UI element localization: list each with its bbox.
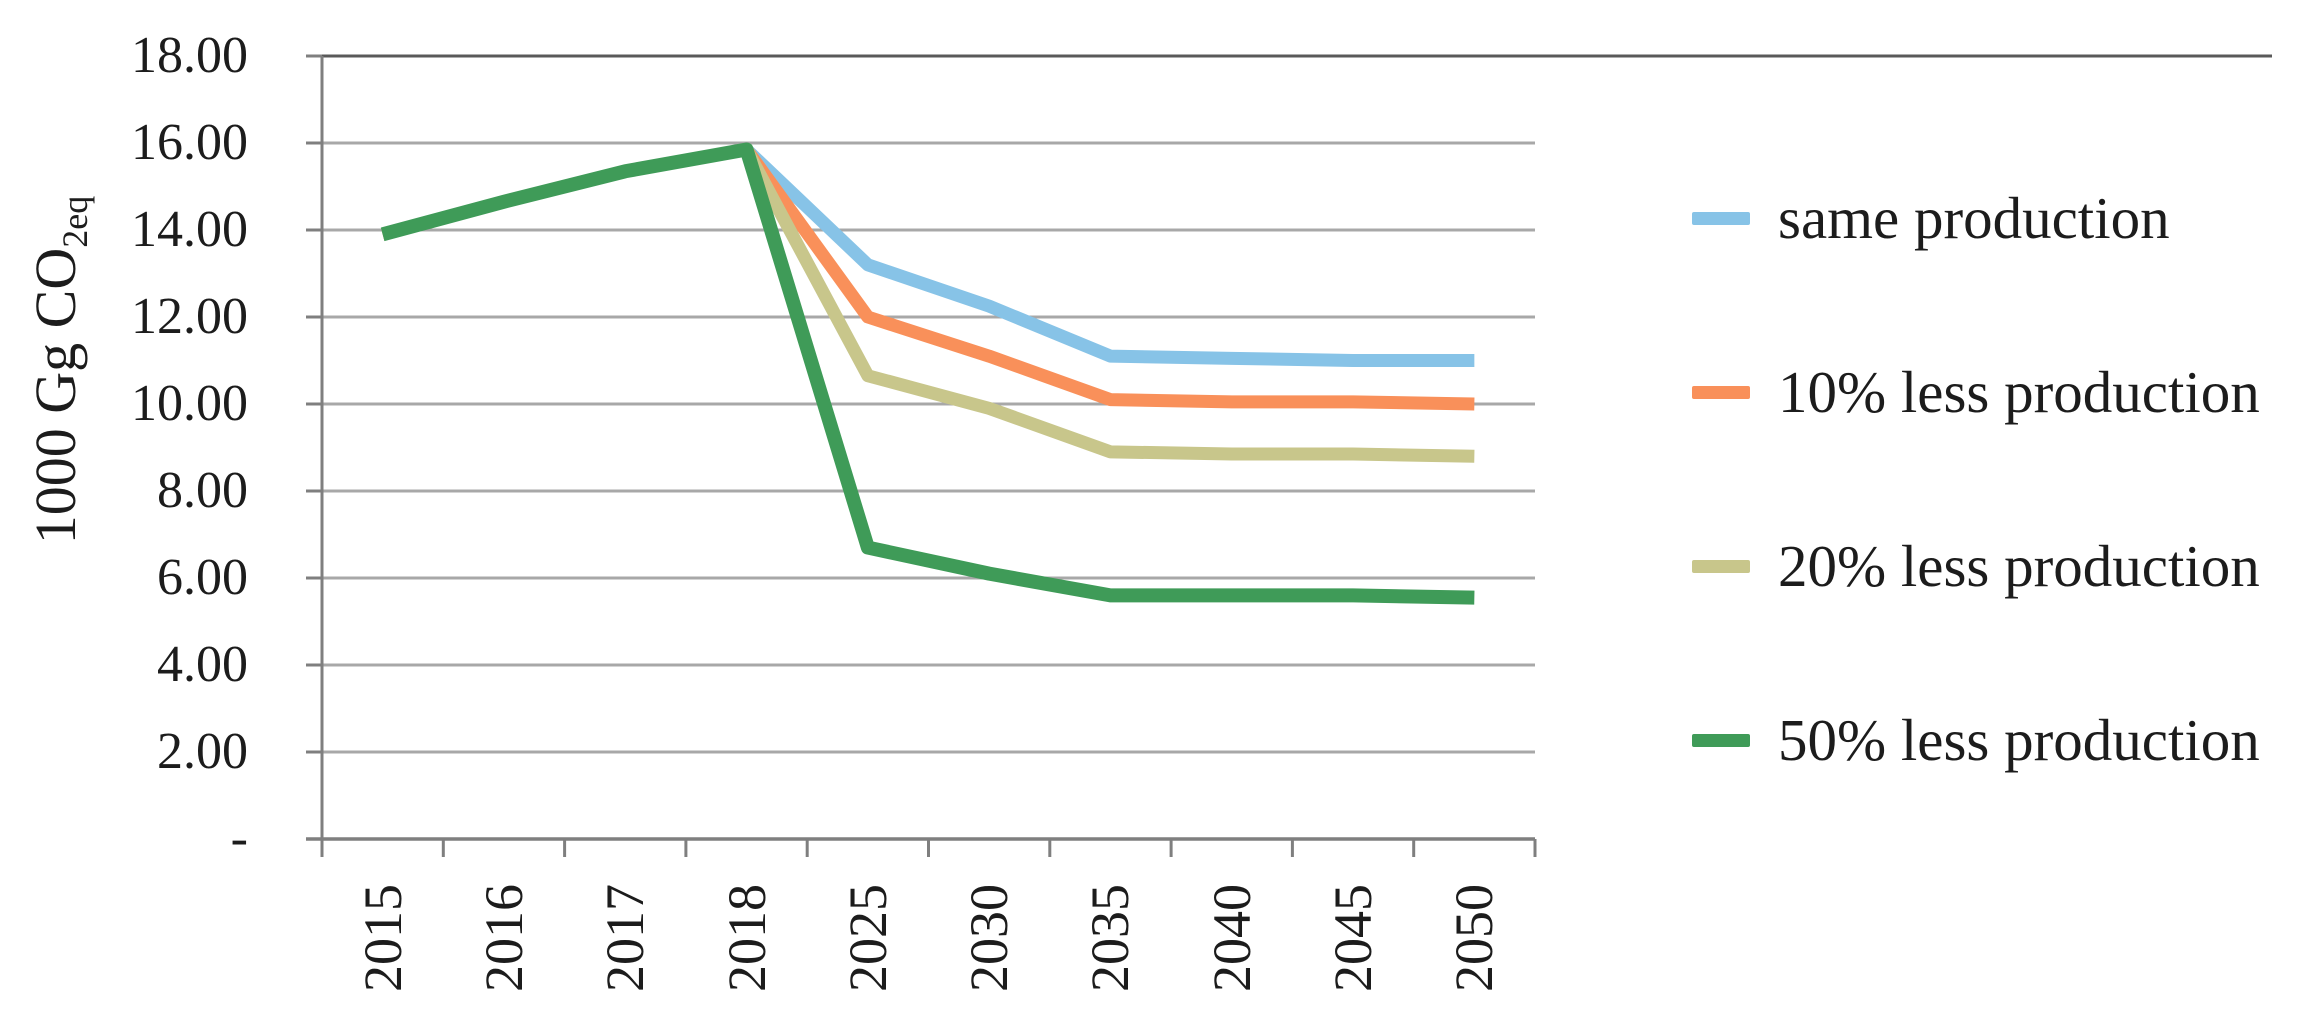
legend-label: 20% less production [1778, 533, 2260, 599]
x-axis-tick-label: 2050 [1444, 884, 1505, 992]
legend-item: 20% less production [1692, 531, 2260, 601]
legend-label: same production [1778, 185, 2170, 251]
y-axis-tick-label: 16.00 [131, 114, 248, 171]
x-axis-tick-label: 2017 [595, 884, 656, 992]
x-axis-tick-label: 2016 [473, 884, 534, 992]
y-axis-tick-label: 10.00 [131, 375, 248, 432]
legend-swatch [1692, 559, 1750, 573]
legend-item: 10% less production [1692, 357, 2260, 427]
legend-swatch [1692, 385, 1750, 399]
x-axis-tick-label: 2035 [1080, 884, 1141, 992]
y-axis-tick-label: - [230, 810, 248, 867]
legend-item: 50% less production [1692, 705, 2260, 775]
y-axis-tick-label: 4.00 [157, 636, 248, 693]
y-axis-tick-label: 14.00 [131, 201, 248, 258]
x-axis-tick-label: 2015 [352, 884, 413, 992]
y-axis-tick-label: 8.00 [157, 462, 248, 519]
x-axis-tick-label: 2025 [837, 884, 898, 992]
legend-item: same production [1692, 183, 2170, 253]
y-axis-tick-label: 2.00 [157, 723, 248, 780]
x-axis-tick-label: 2040 [1201, 884, 1262, 992]
x-axis-tick-label: 2045 [1323, 884, 1384, 992]
legend-label: 10% less production [1778, 359, 2260, 425]
series-line-same-production [380, 143, 1475, 367]
legend-label: 50% less production [1778, 707, 2260, 773]
y-axis-tick-label: 12.00 [131, 288, 248, 345]
legend-swatch [1692, 733, 1750, 747]
y-axis-tick-label: 6.00 [157, 549, 248, 606]
x-axis-tick-label: 2030 [959, 884, 1020, 992]
y-axis-tick-label: 18.00 [131, 27, 248, 84]
series-line-50-less-production [380, 142, 1475, 605]
legend-swatch [1692, 211, 1750, 225]
x-axis-tick-label: 2018 [716, 884, 777, 992]
